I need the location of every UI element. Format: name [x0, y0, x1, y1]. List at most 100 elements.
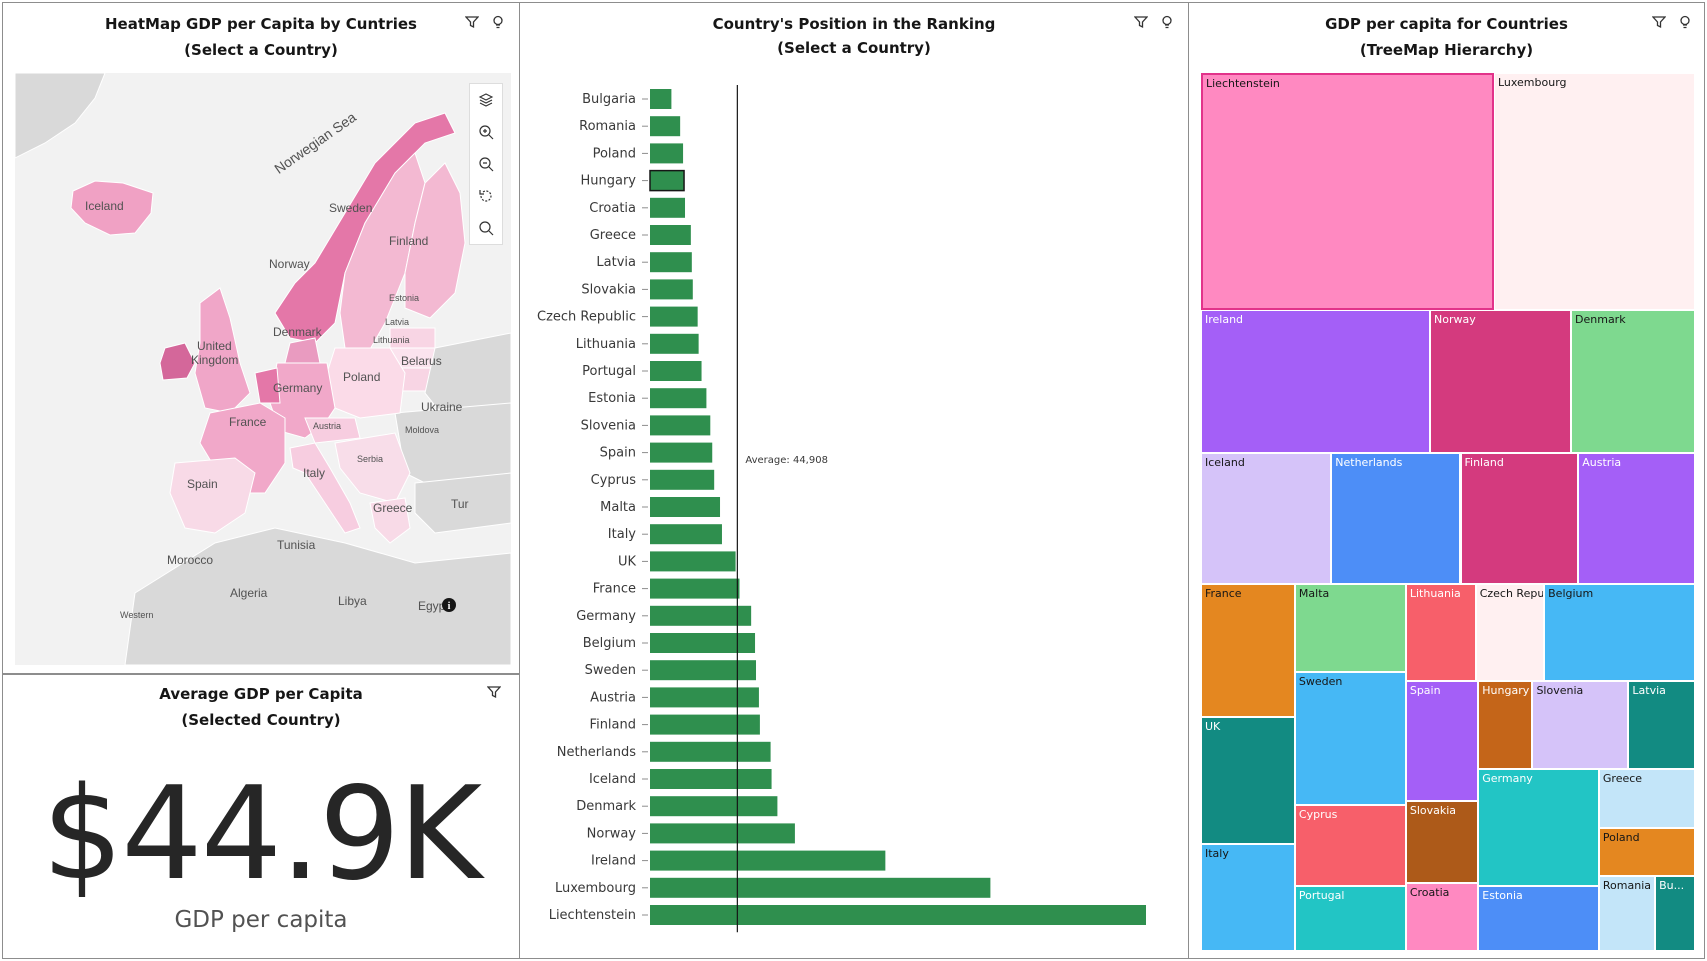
- treemap-cell[interactable]: Italy: [1201, 843, 1295, 951]
- bar[interactable]: [650, 578, 740, 599]
- bar[interactable]: [650, 551, 736, 572]
- treemap-cell[interactable]: Portugal: [1294, 886, 1406, 951]
- bar[interactable]: [650, 279, 693, 300]
- treemap-cell[interactable]: Romania: [1598, 876, 1656, 951]
- treemap-cell[interactable]: Spain: [1405, 680, 1479, 801]
- filter-icon[interactable]: [487, 685, 501, 699]
- treemap-cell[interactable]: Bu...: [1655, 876, 1695, 951]
- bar[interactable]: [650, 442, 713, 463]
- treemap-cell[interactable]: Cyprus: [1294, 805, 1406, 887]
- zoom-out-icon[interactable]: [470, 148, 502, 180]
- map-subtitle: (Select a Country): [184, 41, 338, 59]
- treemap-cell[interactable]: Sweden: [1294, 671, 1406, 806]
- map-country-greece[interactable]: [369, 497, 411, 544]
- bar[interactable]: [650, 415, 711, 436]
- bar[interactable]: [650, 143, 684, 164]
- bar[interactable]: [650, 850, 886, 871]
- lightbulb-icon[interactable]: [491, 15, 505, 29]
- bar-category-label: Czech Republic: [537, 310, 636, 325]
- treemap-cell-label: Luxembourg: [1497, 76, 1567, 89]
- bar[interactable]: [650, 687, 759, 708]
- bar[interactable]: [650, 605, 752, 626]
- bar[interactable]: [650, 333, 699, 354]
- info-icon[interactable]: i: [442, 598, 456, 612]
- bar-category-label: Denmark: [576, 799, 636, 814]
- treemap-cell[interactable]: Iceland: [1201, 453, 1332, 584]
- treemap-cell[interactable]: Latvia: [1628, 680, 1695, 769]
- map-country-austria[interactable]: [304, 417, 361, 444]
- treemap-chart[interactable]: Liechtenstein Luxembourg Ireland Norway Denm…: [1201, 73, 1695, 951]
- filter-icon[interactable]: [1652, 15, 1666, 29]
- svg-text:i: i: [448, 601, 451, 612]
- treemap-cell[interactable]: Germany: [1478, 768, 1599, 886]
- map-canvas[interactable]: Norwegian Sea Iceland Sweden Finland Nor…: [15, 73, 511, 665]
- treemap-cell[interactable]: Estonia: [1478, 885, 1599, 951]
- bar-category-label: Croatia: [589, 201, 636, 216]
- bar[interactable]: [650, 306, 698, 327]
- bar-category-label: Poland: [593, 146, 636, 161]
- reset-icon[interactable]: [470, 180, 502, 212]
- treemap-cell[interactable]: UK: [1201, 716, 1295, 844]
- treemap-cell[interactable]: Austria: [1578, 453, 1695, 584]
- bar[interactable]: [650, 823, 795, 844]
- bar[interactable]: [650, 633, 756, 653]
- treemap-cell[interactable]: Norway: [1430, 309, 1572, 454]
- treemap-cell[interactable]: Lithuania: [1405, 583, 1476, 681]
- treemap-cell[interactable]: Belgium: [1544, 583, 1695, 681]
- map-country-norway[interactable]: [274, 112, 456, 344]
- treemap-cell[interactable]: Slovenia: [1532, 680, 1629, 769]
- bar[interactable]: [650, 116, 681, 137]
- treemap-cell[interactable]: Greece: [1598, 768, 1695, 828]
- bar[interactable]: [650, 660, 757, 681]
- treemap-cell[interactable]: Netherlands: [1331, 453, 1461, 584]
- treemap-cell[interactable]: Poland: [1598, 827, 1695, 877]
- zoom-in-icon[interactable]: [470, 116, 502, 148]
- filter-icon[interactable]: [1134, 15, 1148, 29]
- bar[interactable]: [650, 741, 771, 762]
- treemap-cell[interactable]: Liechtenstein: [1201, 73, 1494, 310]
- treemap-cell[interactable]: Slovakia: [1405, 800, 1479, 884]
- bar[interactable]: [650, 796, 778, 817]
- bar[interactable]: [649, 169, 685, 192]
- lightbulb-icon[interactable]: [1678, 15, 1692, 29]
- treemap-cell[interactable]: Croatia: [1405, 883, 1479, 951]
- bar[interactable]: [650, 497, 721, 517]
- filter-icon[interactable]: [465, 15, 479, 29]
- map-country-spain[interactable]: [169, 457, 256, 534]
- map-country-italy[interactable]: [289, 442, 361, 534]
- bar[interactable]: [650, 714, 760, 735]
- search-icon[interactable]: [470, 212, 502, 244]
- treemap-cell[interactable]: Malta: [1294, 583, 1406, 672]
- bar[interactable]: [650, 89, 672, 109]
- bar[interactable]: [650, 877, 991, 898]
- map-country-finland[interactable]: [404, 162, 466, 319]
- map-country-uk[interactable]: [194, 287, 251, 414]
- lightbulb-icon[interactable]: [1160, 15, 1174, 29]
- treemap-cell[interactable]: Finland: [1460, 453, 1579, 584]
- map-country-iceland[interactable]: [70, 180, 154, 236]
- treemap-cell[interactable]: Luxembourg: [1493, 73, 1695, 310]
- bar[interactable]: [650, 769, 772, 789]
- map-label-latvia: Latvia: [385, 317, 409, 327]
- bar[interactable]: [650, 252, 692, 273]
- treemap-cell[interactable]: Czech Repu...: [1475, 583, 1545, 681]
- treemap-cell[interactable]: France: [1201, 583, 1295, 717]
- treemap-cell[interactable]: Denmark: [1571, 309, 1695, 454]
- bar[interactable]: [650, 225, 691, 245]
- bar[interactable]: [650, 524, 722, 545]
- bar[interactable]: [650, 388, 707, 409]
- bar-category-label: Norway: [587, 826, 637, 841]
- ranking-bar-chart[interactable]: Bulgaria Romania Poland Hungary Croatia Greec…: [520, 3, 1188, 958]
- bar[interactable]: [650, 905, 1146, 925]
- treemap-cell-label: Denmark: [1575, 312, 1626, 326]
- bar[interactable]: [650, 197, 686, 218]
- bar[interactable]: [650, 361, 702, 381]
- treemap-panel: GDP per capita for Countries (TreeMap Hi…: [1188, 2, 1705, 959]
- treemap-cell[interactable]: Ireland: [1201, 309, 1431, 454]
- map-label-uk-line2: Kingdom: [191, 353, 238, 367]
- bar[interactable]: [650, 469, 715, 490]
- layers-icon[interactable]: [470, 84, 502, 116]
- map-country-ireland[interactable]: [159, 342, 196, 381]
- bar-category-label: Liechtenstein: [549, 908, 636, 923]
- treemap-cell[interactable]: Hungary: [1478, 680, 1533, 769]
